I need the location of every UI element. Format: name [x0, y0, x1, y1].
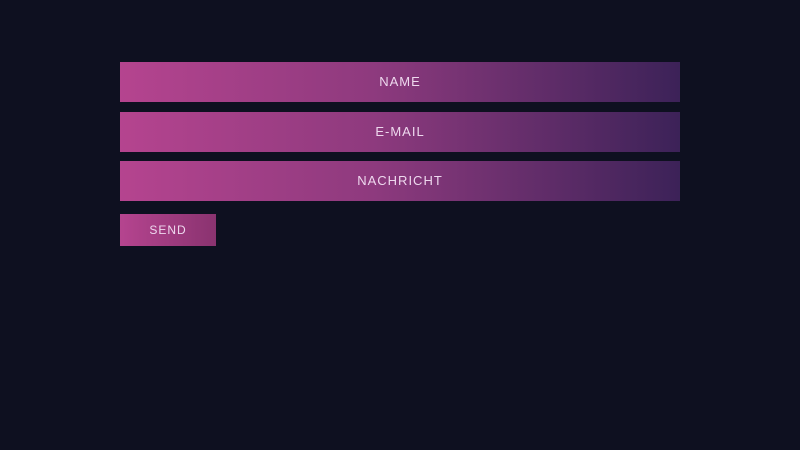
name-input[interactable]: [120, 62, 680, 102]
email-input[interactable]: [120, 112, 680, 152]
name-field: NAME: [120, 62, 680, 102]
message-field: NACHRICHT: [120, 161, 680, 201]
send-button[interactable]: SEND: [120, 214, 216, 246]
email-field: E-MAIL: [120, 112, 680, 152]
message-input[interactable]: [120, 161, 680, 201]
